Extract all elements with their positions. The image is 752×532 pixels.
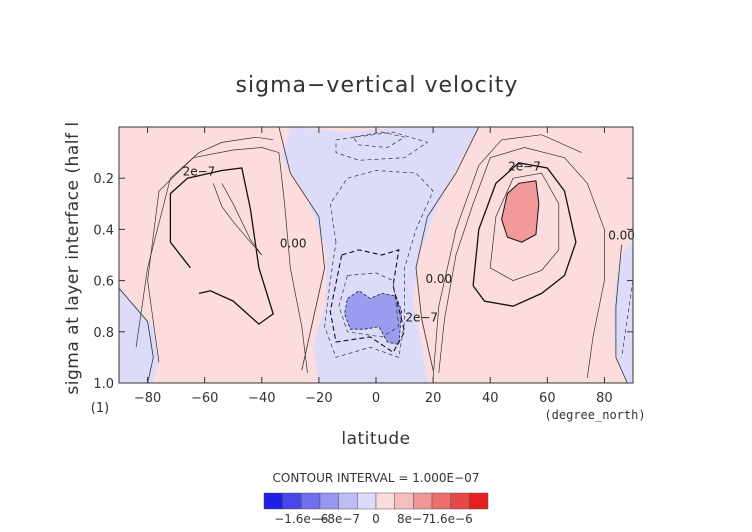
contour-label: 0.00	[425, 272, 452, 286]
south-polar-negative-fill	[119, 285, 159, 383]
colorbar-swatch	[469, 492, 489, 510]
x-tick-label: −40	[248, 391, 275, 406]
y-tick-label: 0.2	[93, 172, 114, 187]
x-tick-label: 0	[372, 391, 380, 406]
colorbar-tick-label: −1.6e−6	[274, 512, 328, 526]
colorbar-swatch	[338, 492, 358, 510]
positive-core-fill	[501, 180, 540, 243]
colorbar-swatch	[431, 492, 451, 510]
x-tick-label: 80	[596, 391, 613, 406]
x-tick-label: −60	[191, 391, 218, 406]
south-2e-7-contour	[169, 167, 274, 325]
neg-upper-contour	[352, 131, 406, 148]
negative-core-fill	[344, 290, 403, 346]
x-axis-units: (degree_north)	[544, 408, 645, 422]
neg-1e-7-contour	[324, 170, 434, 358]
contour-label: 0.00	[608, 229, 635, 243]
colorbar-swatch	[413, 492, 433, 510]
neg-upper2-contour	[335, 131, 429, 161]
x-tick-label: −80	[134, 391, 161, 406]
colorbar-swatch	[263, 492, 283, 510]
colorbar-swatch	[282, 492, 302, 510]
north-polar-negative-fill	[613, 239, 633, 383]
plot-area	[119, 127, 633, 383]
contour-label: 2e−7	[183, 165, 216, 179]
north-2e-7-contour	[472, 162, 577, 307]
y-axis-units: (1)	[91, 401, 109, 416]
colorbar-swatch	[319, 492, 339, 510]
contour-labels: 2e−7 2e−7 0.00 0.00 2e−7 0.00	[183, 160, 635, 325]
south-inner-contour	[212, 183, 263, 256]
y-axis-label: sigma at layer interface (half l	[63, 121, 83, 394]
neg-3e-7-contour	[338, 272, 400, 338]
colorbar-swatch	[450, 492, 470, 510]
x-tick-label: −20	[305, 391, 332, 406]
x-axis-label: latitude	[341, 429, 410, 449]
colorbar-tick-label: 1.6e−6	[429, 512, 473, 526]
south-outer2-contour	[135, 136, 274, 348]
x-tick-label: 60	[539, 391, 556, 406]
y-tick-label: 0.6	[93, 275, 114, 290]
y-tick-label: 0.8	[93, 326, 114, 341]
y-axis: 0.2 0.4 0.6 0.8 1.0	[93, 172, 633, 392]
y-tick-label: 1.0	[93, 377, 114, 392]
contour-lines	[119, 127, 633, 383]
colorbar-swatch	[375, 492, 395, 510]
y-tick-label: 0.4	[93, 223, 114, 238]
neg-polar-north-contour	[621, 280, 633, 358]
colorbar: −1.6e−6−8e−7 0 8e−71.6e−6	[263, 492, 489, 526]
contour-interval-text: CONTOUR INTERVAL = 1.000E−07	[273, 471, 480, 485]
x-tick-label: 20	[425, 391, 442, 406]
colorbar-tick-label: 8e−7	[397, 512, 430, 526]
south-outer-contour	[147, 147, 308, 373]
colorbar-tick-label: −8e−7	[317, 512, 360, 526]
contour-label: 0.00	[280, 236, 307, 250]
zero-contour-polar-south	[119, 288, 154, 383]
north-outer2-contour	[432, 134, 582, 378]
zero-contour-polar-north	[615, 244, 628, 383]
contour-label: 2e−7	[508, 160, 541, 174]
zero-contour-north	[415, 127, 480, 371]
zero-contour-south	[278, 127, 326, 371]
contour-label: 2e−7	[405, 311, 438, 325]
colorbar-swatch	[394, 492, 414, 510]
negative-column-fill	[281, 127, 479, 383]
colorbar-tick-label: 0	[372, 512, 380, 526]
chart-title: sigma−vertical velocity	[236, 73, 519, 98]
colorbar-swatch	[357, 492, 377, 510]
x-axis: −80 −60 −40 −20 0 20 40 60 80	[134, 127, 613, 406]
neg-2e-7-contour	[329, 249, 406, 354]
north-inner-contour	[489, 172, 560, 281]
x-tick-label: 40	[482, 391, 499, 406]
north-outer-contour	[438, 147, 605, 378]
colorbar-swatch	[301, 492, 321, 510]
